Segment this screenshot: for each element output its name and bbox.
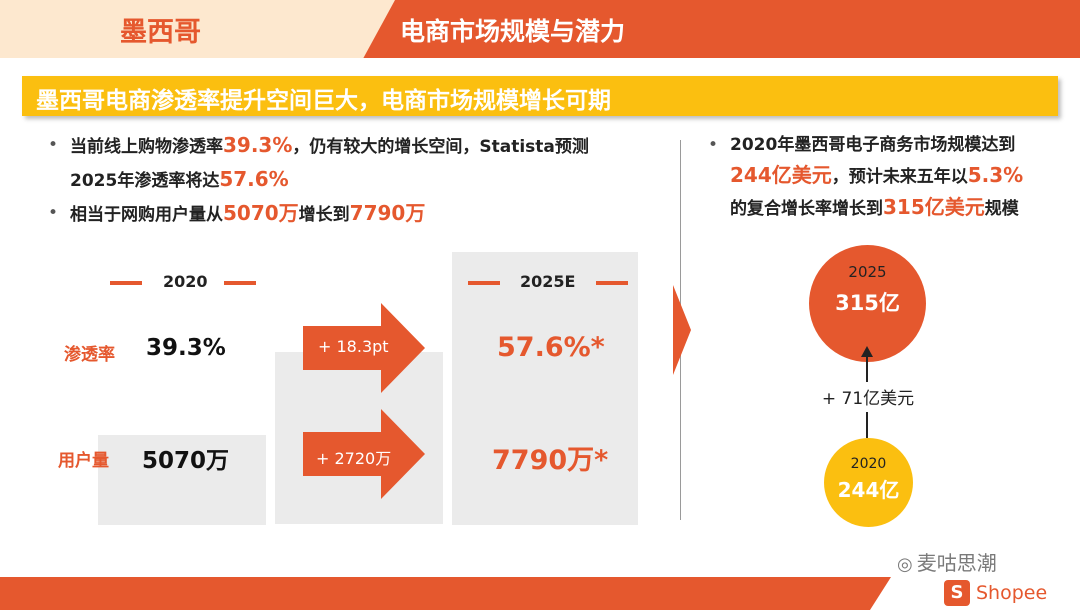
- dash-2020-right: [224, 281, 256, 285]
- chevron-right-icon: [673, 285, 691, 375]
- bullet-penetration: • 当前线上购物渗透率39.3%，仍有较大的增长空间，Statista预测: [48, 130, 589, 162]
- users-2025-value: 7790万*: [492, 445, 609, 476]
- market-growth: + 71亿美元: [821, 389, 915, 409]
- market-2025-circle: 2025 315亿: [809, 245, 926, 362]
- box-2025: [452, 252, 638, 525]
- penetration-2025-value: 57.6%*: [497, 332, 605, 363]
- header-country: 墨西哥: [120, 17, 201, 48]
- dash-2025-right: [596, 281, 628, 285]
- users-delta: + 2720万: [316, 449, 392, 468]
- year-2025-label: 2025E: [520, 272, 576, 291]
- dash-2020-left: [110, 281, 142, 285]
- market-2025-value: 315亿: [835, 291, 900, 315]
- bullet-dot: •: [708, 135, 719, 155]
- row-label-penetration: 渗透率: [64, 345, 115, 365]
- headline-text: 墨西哥电商渗透率提升空间巨大，电商市场规模增长可期: [36, 88, 611, 114]
- penetration-2020-value: 39.3%: [146, 335, 226, 361]
- shopee-logo: S Shopee: [944, 580, 1054, 608]
- headline-banner: 墨西哥电商渗透率提升空间巨大，电商市场规模增长可期: [22, 76, 1058, 116]
- dash-2025-left: [468, 281, 500, 285]
- penetration-delta: + 18.3pt: [318, 337, 389, 356]
- arrow-up-icon: [861, 346, 873, 357]
- bullet-penetration-line2: 2025年渗透率将达57.6%: [70, 167, 289, 191]
- market-2020-value: 244亿: [837, 478, 900, 502]
- bullet-dot: •: [48, 135, 59, 155]
- bullet-market-size-line3: 的复合增长率增长到315亿美元规模: [730, 195, 1019, 219]
- market-2025-year: 2025: [848, 263, 887, 281]
- highlight-cagr: 5.3%: [967, 163, 1024, 187]
- watermark-text: 麦咕思潮: [916, 551, 997, 575]
- connector-lower: [866, 412, 868, 438]
- market-2020-year: 2020: [850, 456, 887, 472]
- bullet-users: • 相当于网购用户量从5070万增长到7790万: [48, 198, 426, 230]
- highlight-users-2025: 7790万: [349, 201, 426, 225]
- highlight-penetration-2025: 57.6%: [219, 167, 289, 191]
- market-2020-circle: 2020 244亿: [824, 438, 913, 527]
- highlight-users-2020: 5070万: [223, 201, 299, 225]
- wechat-icon: ◎: [897, 554, 913, 575]
- highlight-penetration-2020: 39.3%: [223, 133, 293, 157]
- highlight-market-2025: 315亿美元: [883, 195, 985, 219]
- header-country-tab: [0, 0, 395, 58]
- arrow-penetration-icon: [303, 303, 425, 393]
- watermark: ◎ 麦咕思潮: [897, 547, 997, 576]
- bullet-market-size-line2: 244亿美元，预计未来五年以5.3%: [730, 163, 1024, 187]
- year-2020-label: 2020: [163, 272, 208, 291]
- shopee-brand-text: Shopee: [976, 582, 1048, 604]
- highlight-market-2020: 244亿美元: [730, 163, 832, 187]
- header-title: 电商市场规模与潜力: [400, 17, 626, 46]
- row-label-users: 用户量: [58, 451, 109, 471]
- bullet-market-size: • 2020年墨西哥电子商务市场规模达到: [708, 130, 1015, 160]
- connector-upper: [866, 356, 868, 382]
- shopee-bag-icon: S: [944, 580, 970, 606]
- arrow-users-icon: [303, 409, 425, 499]
- footer-brand-area: [870, 577, 1080, 610]
- bullet-dot: •: [48, 203, 59, 223]
- box-2020-users: [98, 435, 266, 525]
- users-2020-value: 5070万: [142, 448, 230, 474]
